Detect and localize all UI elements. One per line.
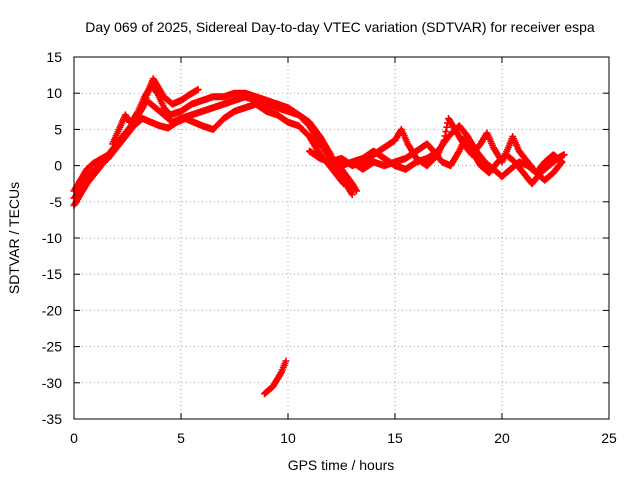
plus-markers <box>261 357 290 398</box>
plus-markers <box>109 82 360 195</box>
y-tick-label: -30 <box>42 375 62 391</box>
x-axis-label: GPS time / hours <box>288 457 395 473</box>
series-trace-g <box>348 122 566 184</box>
series-trace-h <box>261 357 290 398</box>
chart-title: Day 069 of 2025, Sidereal Day-to-day VTE… <box>85 19 595 35</box>
y-tick-label: 5 <box>54 121 62 137</box>
x-tick-labels: 0 5 10 15 20 25 <box>70 430 617 446</box>
data-marks <box>70 75 568 398</box>
y-tick-labels: 15 10 5 0 -5 -10 -15 -20 -25 -30 -35 <box>42 49 62 427</box>
y-tick-label: 15 <box>46 49 62 65</box>
x-tick-label: 20 <box>494 430 510 446</box>
y-tick-label: -10 <box>42 230 62 246</box>
y-tick-label: 0 <box>54 158 62 174</box>
y-tick-label: -25 <box>42 339 62 355</box>
y-tick-label: -35 <box>42 411 62 427</box>
x-tick-label: 0 <box>70 430 78 446</box>
y-tick-label: -5 <box>50 194 63 210</box>
y-tick-label: -15 <box>42 266 62 282</box>
x-tick-label: 10 <box>280 430 296 446</box>
y-axis-label: SDTVAR / TECUs <box>6 182 22 294</box>
grid-lines <box>74 57 609 419</box>
x-tick-label: 15 <box>387 430 403 446</box>
plus-markers <box>348 122 566 184</box>
x-tick-label: 5 <box>177 430 185 446</box>
x-tick-label: 25 <box>601 430 617 446</box>
series-trace-d <box>109 82 360 195</box>
y-tick-label: -20 <box>42 302 62 318</box>
plot-frame <box>73 56 610 420</box>
y-tick-label: 10 <box>46 85 62 101</box>
